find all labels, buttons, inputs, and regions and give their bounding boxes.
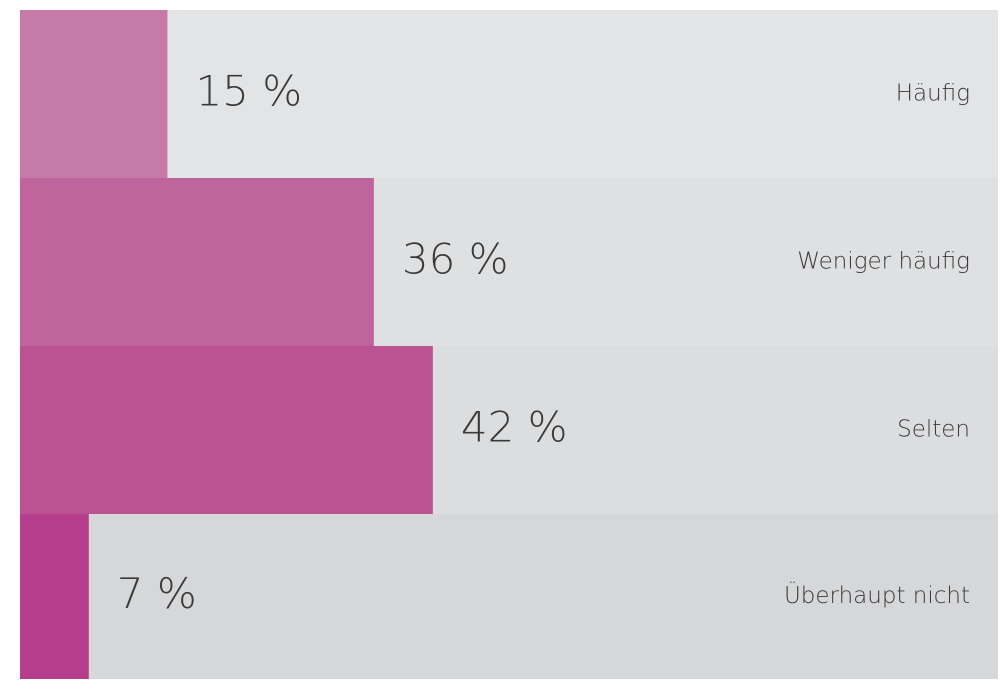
bar (20, 346, 433, 514)
value-label: 15 % (195, 67, 302, 116)
value-label: 7 % (117, 569, 197, 618)
category-label: Weniger häufig (797, 249, 970, 275)
value-label: 36 % (402, 235, 509, 284)
category-label: Überhaupt nicht (784, 581, 970, 609)
bar (20, 10, 168, 178)
bar (20, 514, 89, 679)
value-label: 42 % (461, 403, 568, 452)
category-label: Häufig (896, 81, 970, 107)
row-background (20, 514, 998, 679)
bar (20, 178, 374, 346)
category-label: Selten (897, 417, 970, 443)
row-background (20, 10, 998, 178)
